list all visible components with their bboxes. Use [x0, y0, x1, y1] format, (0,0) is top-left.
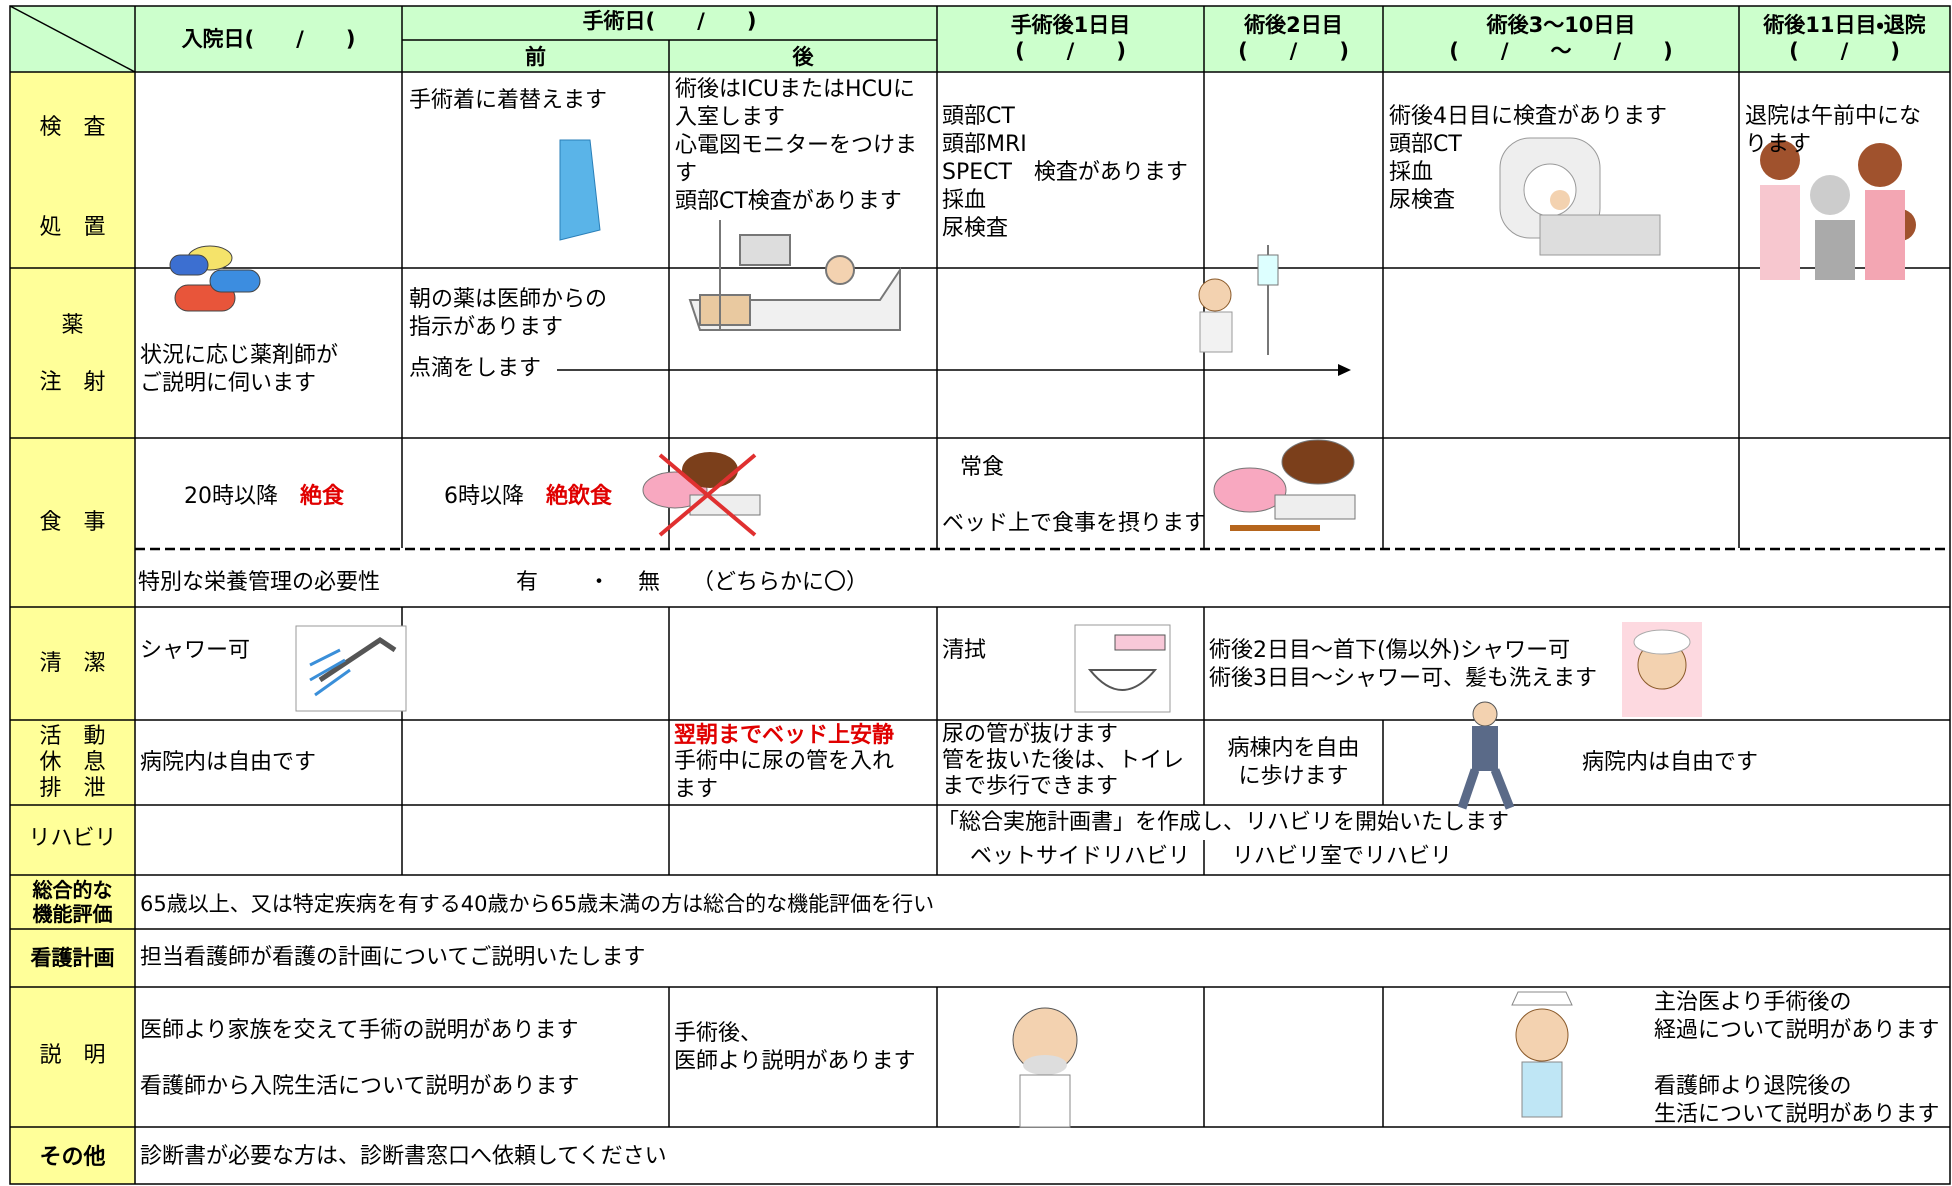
meal-time: 20時以降	[184, 484, 278, 509]
header-cell: 手術日( / )	[582, 9, 757, 33]
cell-text: 看護師から入院生活について説明があります	[140, 1074, 580, 1099]
row-label: 説 明	[39, 1043, 106, 1068]
family-icon	[1760, 140, 1916, 280]
cell-text: ベットサイドリハビリ	[970, 844, 1191, 869]
row-label: 処 置	[39, 215, 106, 240]
row-label: 看護計画	[30, 946, 115, 970]
meal-emphasis: 絶食	[300, 484, 345, 509]
meal-emphasis: 絶飲食	[546, 484, 613, 509]
cell-text: 担当看護師が看護の計画についてご説明いたします	[140, 945, 646, 970]
cell-text: 術後2日目～首下(傷以外)シャワー可 術後3日目～シャワー可、髪も洗えます	[1209, 638, 1597, 691]
cell-text: 頭部CT 頭部MRI SPECT 検査があります 採血 尿検査	[942, 104, 1188, 241]
cell-text: 点滴をします	[409, 356, 542, 381]
cell-text: 6時以降 絶飲食	[444, 483, 612, 511]
doctor-icon	[1012, 1007, 1078, 1128]
cell-text: 看護師より退院後の 生活について説明があります	[1654, 1074, 1940, 1127]
cell-text: シャワー可	[140, 638, 251, 663]
header-cell: 入院日( / )	[181, 27, 356, 51]
cell-text: 手術中に尿の管を入れ ます	[674, 749, 895, 802]
row-label: 食 事	[39, 510, 106, 535]
walking-man-icon	[1457, 701, 1515, 810]
row-label: 清 潔	[39, 651, 106, 676]
hair-wash-icon	[1622, 622, 1702, 717]
row-label: 検 査	[39, 115, 106, 140]
cell-text: （どちらかに〇）	[692, 570, 869, 595]
gown-icon	[540, 133, 610, 243]
cell-text: 術後4日目に検査があります 頭部CT 採血 尿検査	[1389, 104, 1667, 213]
header-fill	[10, 6, 1950, 72]
cell-text: ・	[588, 570, 611, 595]
meal-icon	[1213, 439, 1356, 531]
cell-text: 特別な栄養管理の必要性	[138, 570, 381, 595]
header-cell: 術後2日目 ( / )	[1238, 13, 1349, 63]
cell-text: 術後はICUまたはHCUに 入室します 心電図モニターをつけま す 頭部CT検査…	[675, 77, 918, 214]
shower-icon	[295, 625, 407, 712]
cell-text: 無	[638, 570, 661, 595]
cell-text: 主治医より手術後の 経過について説明があります	[1654, 990, 1940, 1043]
cell-text: 「総合実施計画書」を作成し、リハビリを開始いたします	[937, 810, 1510, 835]
cell-text: 尿の管が抜けます 管を抜いた後は、トイレ まで歩行できます	[942, 722, 1185, 799]
cell-text: 清拭	[942, 638, 987, 663]
label-fill	[10, 72, 135, 1184]
cell-text: 状況に応じ薬剤師が ご説明に伺います	[140, 343, 339, 396]
cell-text: 有	[516, 570, 539, 595]
cell-emphasis: 翌朝までベッド上安静	[674, 723, 895, 748]
nurse-drip-icon	[1198, 245, 1279, 355]
header-cell: 後	[792, 45, 814, 69]
cell-text: リハビリ室でリハビリ	[1232, 844, 1453, 869]
row-label: 注 射	[39, 370, 106, 395]
meal-time: 6時以降	[444, 484, 524, 509]
row-label: 活 動 休 息 排 泄	[39, 724, 106, 801]
pills-icon	[169, 245, 261, 312]
cell-text: 手術後、 医師より説明があります	[674, 1021, 916, 1074]
cell-text: 朝の薬は医師からの 指示があります	[409, 287, 608, 340]
cell-text: 65歳以上、又は特定疾病を有する40歳から65歳未満の方は総合的な機能評価を行い	[140, 892, 935, 916]
row-label: その他	[39, 1145, 106, 1170]
header-cell: 前	[525, 45, 546, 69]
cell-text: 手術着に着替えます	[409, 88, 608, 113]
header-cell: 術後3～10日目 ( / ～ / )	[1449, 13, 1673, 63]
cell-text: 病院内は自由です	[1581, 750, 1758, 775]
cell-text: 医師より家族を交えて手術の説明があります	[140, 1018, 579, 1043]
header-cell: 術後11日目・退院 ( / )	[1763, 13, 1926, 63]
row-label: 薬	[61, 313, 84, 338]
scanner-icon	[1499, 137, 1661, 256]
header-cell: 手術後1日目 ( / )	[1010, 13, 1131, 63]
drip-arrow	[557, 364, 1351, 376]
cell-text: 病棟内を自由 に歩けます	[1227, 736, 1360, 789]
basin-icon	[1074, 624, 1171, 713]
cell-text: 診断書が必要な方は、診断書窓口へ依頼してください	[140, 1144, 667, 1169]
cell-text: 常食	[960, 455, 1005, 480]
cell-text: 病院内は自由です	[140, 750, 317, 775]
cell-text: 退院は午前中にな ります	[1745, 104, 1922, 157]
meal-crossed-icon	[642, 452, 761, 537]
row-label: 総合的な 機能評価	[32, 878, 113, 926]
row-label: リハビリ	[28, 826, 117, 851]
bed-icon	[688, 220, 901, 331]
cell-text: 20時以降 絶食	[184, 483, 344, 511]
cell-text: ベッド上で食事を摂ります	[942, 511, 1207, 536]
nurse-icon	[1511, 991, 1573, 1118]
grid-lines	[9, 5, 1951, 1185]
